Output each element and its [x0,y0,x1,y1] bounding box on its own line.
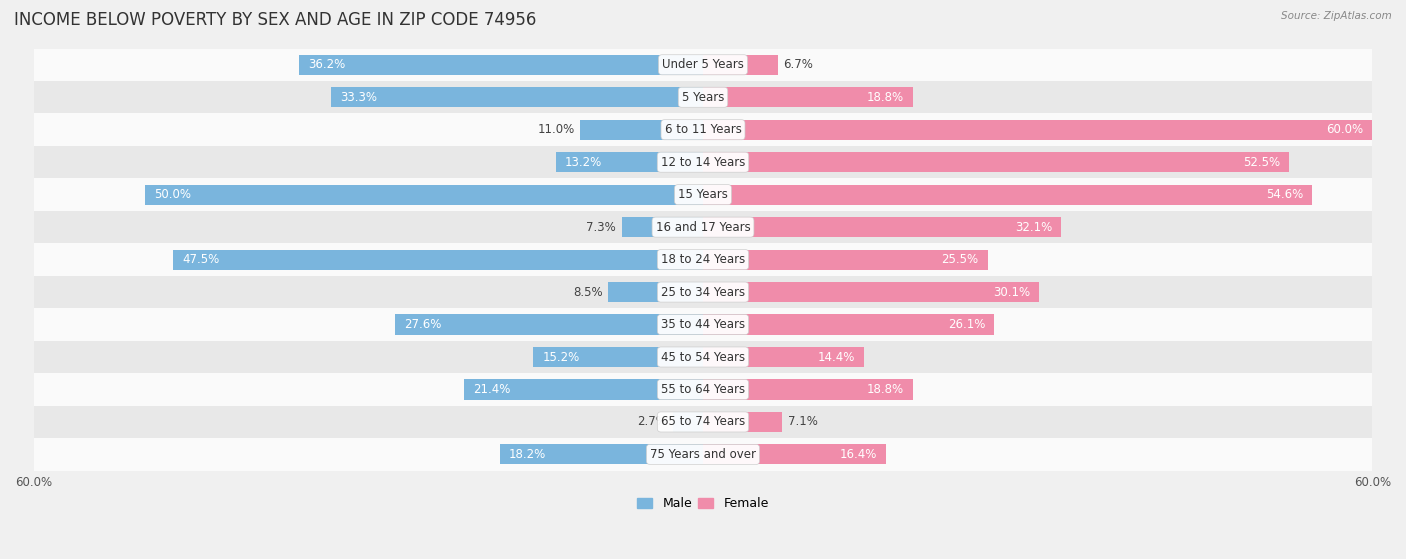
Bar [34,81,1372,113]
Text: 6 to 11 Years: 6 to 11 Years [665,123,741,136]
Text: 54.6%: 54.6% [1265,188,1303,201]
Bar [533,347,703,367]
Text: 32.1%: 32.1% [1015,221,1052,234]
Bar [501,444,703,465]
Text: 30.1%: 30.1% [993,286,1031,299]
Bar [703,217,1062,237]
Text: 8.5%: 8.5% [574,286,603,299]
Bar [703,87,912,107]
Text: 18 to 24 Years: 18 to 24 Years [661,253,745,266]
Bar [34,438,1372,471]
Bar [703,282,1039,302]
Bar [34,211,1372,243]
Text: 15 Years: 15 Years [678,188,728,201]
Bar [703,249,987,269]
Bar [34,406,1372,438]
Bar [299,55,703,75]
Text: 15.2%: 15.2% [543,350,579,363]
Text: 75 Years and over: 75 Years and over [650,448,756,461]
Bar [395,315,703,335]
Bar [332,87,703,107]
Text: 12 to 14 Years: 12 to 14 Years [661,156,745,169]
Text: 14.4%: 14.4% [817,350,855,363]
Text: 5 Years: 5 Years [682,91,724,104]
Bar [173,249,703,269]
Bar [581,120,703,140]
Bar [673,412,703,432]
Text: 7.1%: 7.1% [787,415,818,428]
Bar [703,412,782,432]
Text: 55 to 64 Years: 55 to 64 Years [661,383,745,396]
Text: 45 to 54 Years: 45 to 54 Years [661,350,745,363]
Text: 60.0%: 60.0% [1326,123,1364,136]
Text: 21.4%: 21.4% [474,383,510,396]
Bar [703,184,1312,205]
Text: 16.4%: 16.4% [839,448,877,461]
Bar [34,113,1372,146]
Text: 16 and 17 Years: 16 and 17 Years [655,221,751,234]
Bar [703,444,886,465]
Bar [34,49,1372,81]
Text: 50.0%: 50.0% [155,188,191,201]
Text: 52.5%: 52.5% [1243,156,1279,169]
Bar [34,178,1372,211]
Bar [621,217,703,237]
Bar [555,152,703,172]
Text: 26.1%: 26.1% [948,318,986,331]
Bar [703,152,1289,172]
Text: 6.7%: 6.7% [783,58,813,72]
Text: 2.7%: 2.7% [637,415,668,428]
Bar [34,309,1372,341]
Bar [34,276,1372,309]
Bar [34,341,1372,373]
Text: 18.2%: 18.2% [509,448,546,461]
Text: 33.3%: 33.3% [340,91,377,104]
Text: 36.2%: 36.2% [308,58,346,72]
Text: 65 to 74 Years: 65 to 74 Years [661,415,745,428]
Bar [464,380,703,400]
Bar [703,120,1372,140]
Bar [34,373,1372,406]
Bar [703,315,994,335]
Text: 35 to 44 Years: 35 to 44 Years [661,318,745,331]
Text: Under 5 Years: Under 5 Years [662,58,744,72]
Text: 11.0%: 11.0% [537,123,575,136]
Bar [703,380,912,400]
Bar [703,347,863,367]
Text: 7.3%: 7.3% [586,221,616,234]
Legend: Male, Female: Male, Female [633,492,773,515]
Text: Source: ZipAtlas.com: Source: ZipAtlas.com [1281,11,1392,21]
Text: 18.8%: 18.8% [866,383,904,396]
Text: INCOME BELOW POVERTY BY SEX AND AGE IN ZIP CODE 74956: INCOME BELOW POVERTY BY SEX AND AGE IN Z… [14,11,537,29]
Text: 27.6%: 27.6% [404,318,441,331]
Bar [609,282,703,302]
Text: 18.8%: 18.8% [866,91,904,104]
Bar [703,55,778,75]
Text: 13.2%: 13.2% [565,156,602,169]
Bar [34,146,1372,178]
Bar [145,184,703,205]
Text: 25 to 34 Years: 25 to 34 Years [661,286,745,299]
Text: 47.5%: 47.5% [181,253,219,266]
Text: 25.5%: 25.5% [942,253,979,266]
Bar [34,243,1372,276]
